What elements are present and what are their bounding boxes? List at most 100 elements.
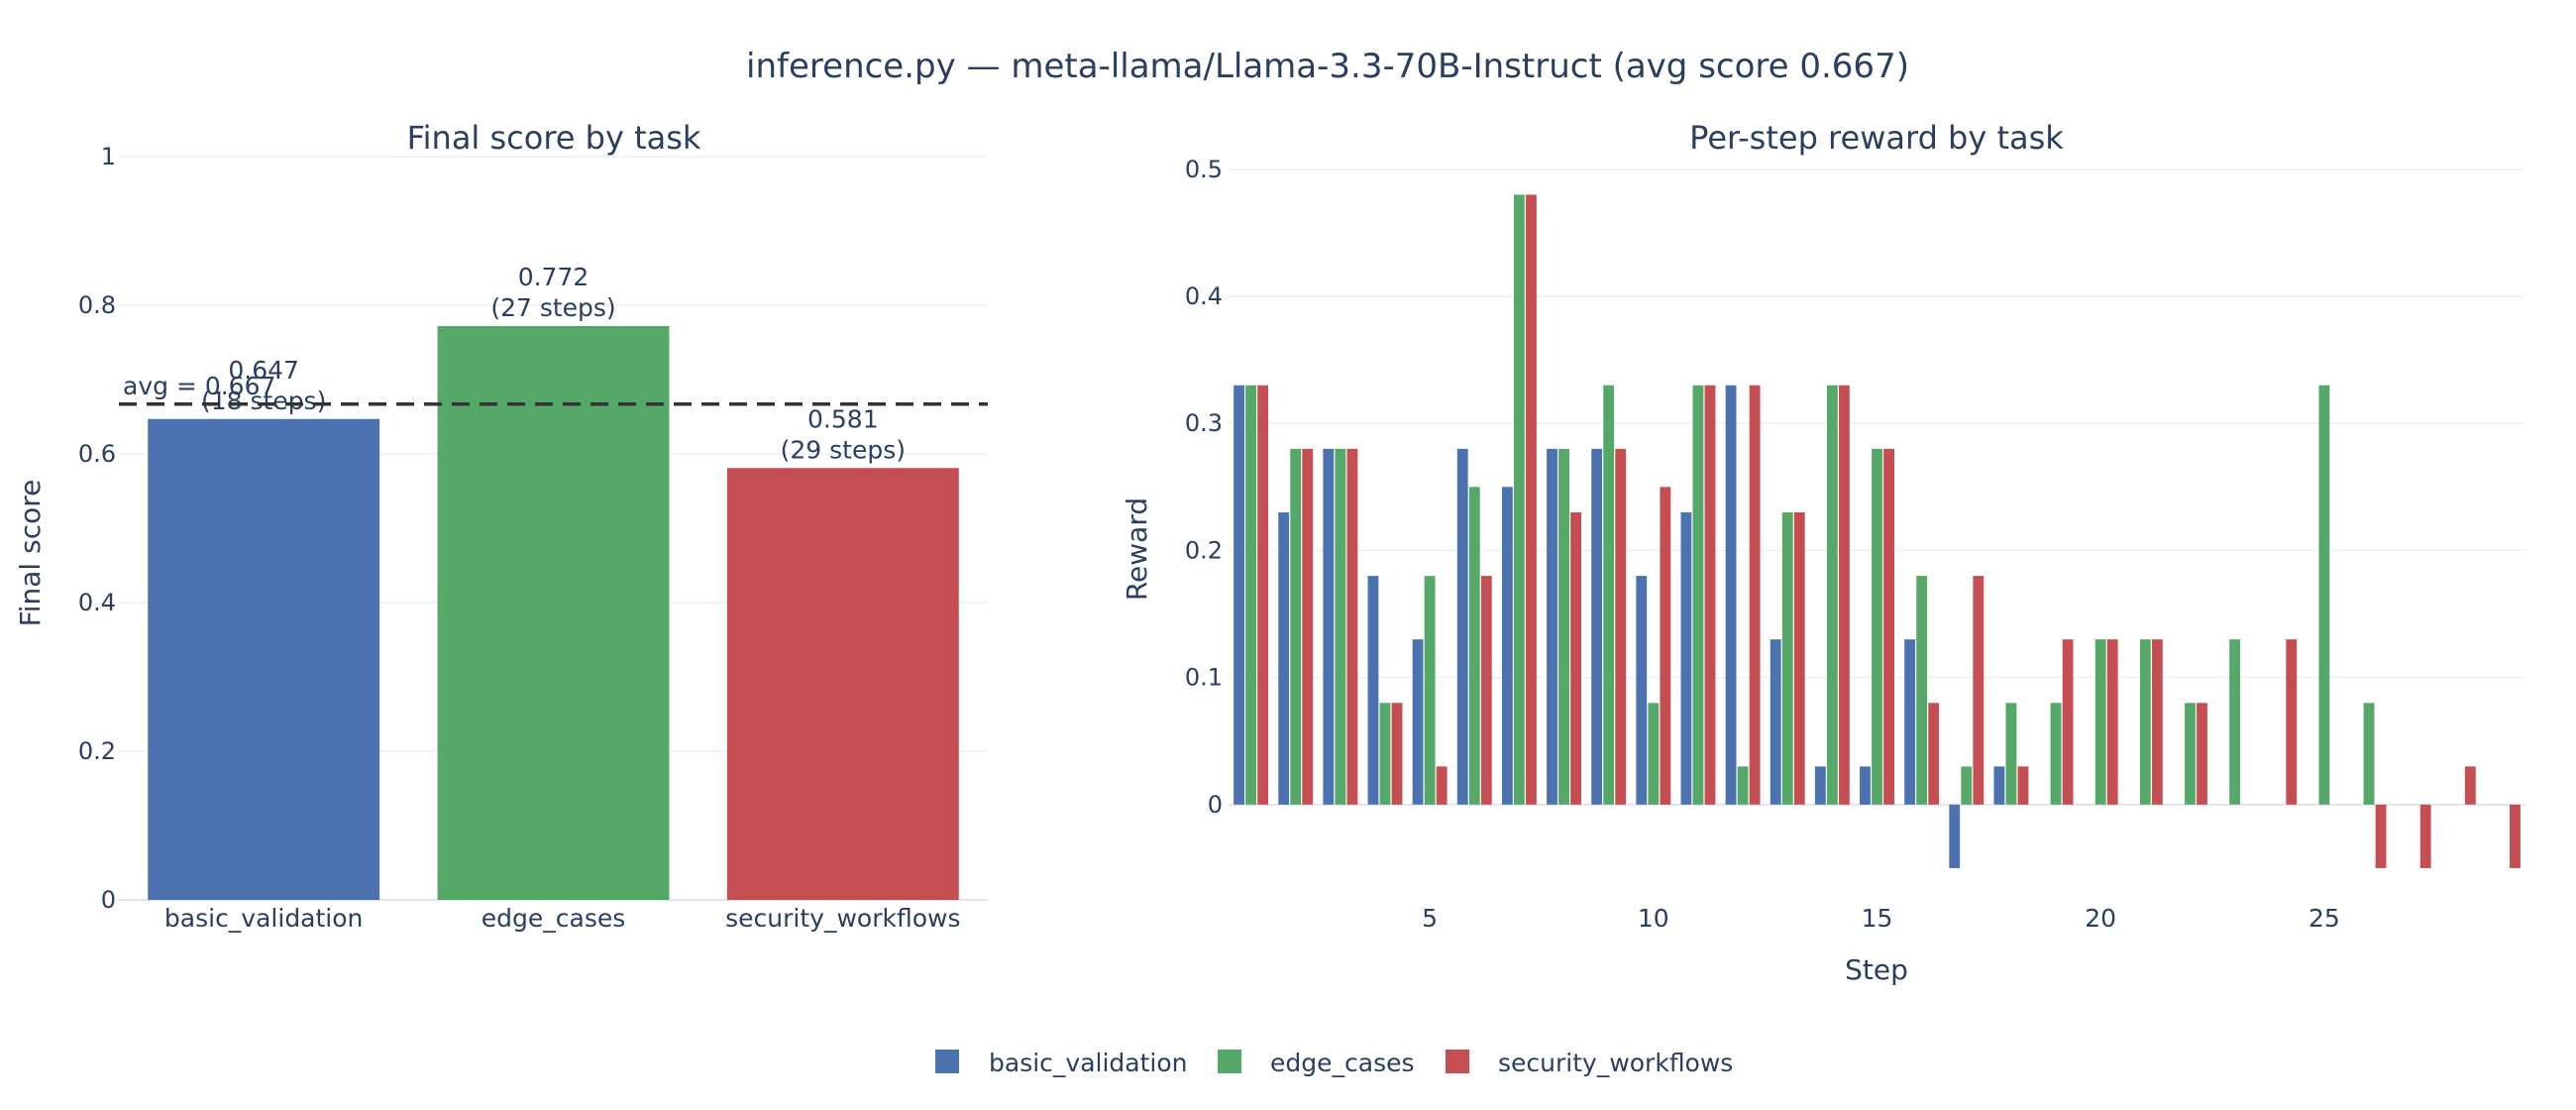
bar-basic-validation (148, 418, 380, 900)
y-tick-label: 0.2 (1185, 536, 1223, 564)
bar-basic-validation-step-18 (1993, 766, 2005, 805)
legend-label-security-workflows: security_workflows (1498, 1049, 1733, 1077)
bar-basic-validation-step-5 (1412, 639, 1424, 805)
bar-security-workflows-step-6 (1480, 576, 1492, 805)
bar-security-workflows-step-19 (2062, 639, 2074, 805)
bar-edge-cases-step-2 (1290, 448, 1302, 805)
per-step-reward-x-axis-title: Step (1845, 953, 1908, 986)
final-score-title: Final score by task (407, 119, 701, 157)
bar-edge-cases-step-26 (2363, 703, 2375, 805)
bar-edge-cases-step-21 (2139, 639, 2151, 805)
y-tick-label: 0 (1208, 791, 1223, 819)
bar-security-workflows-step-27 (2419, 804, 2431, 868)
bar-edge-cases-step-10 (1648, 703, 1660, 805)
y-tick-label: 0.6 (78, 440, 116, 468)
bar-security-workflows-step-8 (1570, 511, 1581, 805)
legend-item-edge-cases[interactable]: edge_cases (1218, 1049, 1415, 1077)
bar-edge-cases-step-16 (1916, 576, 1928, 805)
bar-basic-validation-step-9 (1591, 448, 1603, 805)
legend-swatch-edge-cases (1218, 1050, 1241, 1073)
bar-edge-cases (437, 326, 670, 900)
bar-edge-cases-step-1 (1245, 385, 1256, 805)
bar-security-workflows-step-17 (1973, 576, 1985, 805)
bar-security-workflows-step-3 (1346, 448, 1358, 805)
bar-security-workflows-step-13 (1793, 511, 1805, 805)
bar-security-workflows-step-18 (2017, 766, 2029, 805)
bar-edge-cases-step-23 (2229, 639, 2241, 805)
bar-basic-validation-step-4 (1367, 576, 1379, 805)
y-tick-label: 1 (101, 143, 116, 170)
legend-swatch-basic-validation (935, 1050, 959, 1073)
x-tick-label: 20 (2085, 904, 2116, 933)
bar-edge-cases-step-18 (2005, 703, 2017, 805)
bar-security-workflows-step-24 (2286, 639, 2298, 805)
bar-basic-validation-step-2 (1278, 511, 1290, 805)
bar-edge-cases-step-6 (1468, 487, 1480, 805)
bar-basic-validation-step-11 (1680, 511, 1692, 805)
bar-basic-validation-step-3 (1323, 448, 1335, 805)
final-score-data-labels: 0.647(18 steps) 0.772(27 steps) 0.581(29 s… (201, 263, 906, 464)
y-tick-label: 0.5 (1185, 156, 1223, 183)
y-tick-label: 0.4 (1185, 282, 1223, 310)
y-tick-label: 0.2 (78, 737, 116, 765)
bar-edge-cases-step-22 (2185, 703, 2196, 805)
bar-basic-validation-step-10 (1636, 576, 1648, 805)
bar-security-workflows (726, 468, 959, 900)
series-basic-validation (1234, 385, 2005, 868)
avg-reference: avg = 0.667 (119, 372, 988, 406)
bar-security-workflows-step-10 (1660, 487, 1671, 805)
final-score-panel: Final score by task 0 0.2 0.4 0.6 0.8 1 0.647… (14, 119, 988, 933)
bar-basic-validation-step-15 (1860, 766, 1871, 805)
series-edge-cases (1245, 194, 2419, 805)
bar-security-workflows-step-14 (1838, 385, 1850, 805)
bar-basic-validation-step-1 (1234, 385, 1244, 805)
figure-title: inference.py — meta-llama/Llama-3.3-70B-… (746, 47, 1909, 86)
bar-edge-cases-step-4 (1379, 703, 1391, 805)
final-score-x-ticks: basic_validation edge_cases security_workf… (164, 904, 961, 933)
bar-data-label: 0.581 (807, 404, 879, 433)
bar-edge-cases-step-19 (2050, 703, 2062, 805)
legend-item-basic-validation[interactable]: basic_validation (935, 1049, 1188, 1077)
final-score-bars (148, 326, 959, 900)
bar-security-workflows-step-28 (2464, 766, 2476, 805)
bar-basic-validation-step-7 (1501, 487, 1513, 805)
x-tick-label: edge_cases (482, 904, 626, 933)
bar-edge-cases-step-13 (1781, 511, 1793, 805)
per-step-reward-bars (1234, 194, 2521, 868)
bar-edge-cases-step-20 (2094, 639, 2106, 805)
x-tick-label: basic_validation (164, 904, 364, 933)
legend-label-basic-validation: basic_validation (989, 1049, 1188, 1077)
legend-item-security-workflows[interactable]: security_workflows (1446, 1049, 1733, 1077)
bar-security-workflows-step-7 (1526, 194, 1537, 805)
bar-edge-cases-step-25 (2318, 385, 2330, 805)
per-step-reward-y-axis-title: Reward (1121, 498, 1153, 601)
bar-edge-cases-step-9 (1603, 385, 1615, 805)
legend-label-edge-cases: edge_cases (1270, 1049, 1415, 1077)
bar-data-label: 0.772 (518, 263, 590, 291)
bar-edge-cases-step-14 (1826, 385, 1838, 805)
legend: basic_validation edge_cases security_wor… (935, 1049, 1733, 1077)
bar-security-workflows-step-22 (2197, 703, 2207, 805)
series-security-workflows (1257, 194, 2521, 868)
per-step-reward-x-ticks: 5 10 15 20 25 (1422, 904, 2340, 933)
y-tick-label: 0.4 (78, 589, 116, 616)
bar-edge-cases-step-11 (1692, 385, 1704, 805)
bar-security-workflows-step-12 (1749, 385, 1761, 805)
bar-edge-cases-step-7 (1513, 194, 1525, 805)
bar-basic-validation-step-6 (1456, 448, 1468, 805)
bar-edge-cases-step-17 (1961, 766, 1973, 805)
bar-basic-validation-step-8 (1547, 448, 1557, 805)
y-tick-label: 0.1 (1185, 664, 1223, 692)
bar-security-workflows-step-1 (1257, 385, 1269, 805)
bar-security-workflows-step-2 (1302, 448, 1314, 805)
y-tick-label: 0 (101, 886, 116, 914)
bar-data-label: (27 steps) (490, 293, 615, 322)
bar-security-workflows-step-16 (1928, 703, 1940, 805)
bar-data-label: (18 steps) (201, 387, 326, 415)
bar-security-workflows-step-9 (1615, 448, 1627, 805)
bar-basic-validation-step-12 (1725, 385, 1737, 805)
bar-edge-cases-step-5 (1424, 576, 1436, 805)
legend-swatch-security-workflows (1446, 1050, 1469, 1073)
per-step-reward-y-ticks: 0 0.1 0.2 0.3 0.4 0.5 (1185, 156, 1223, 819)
